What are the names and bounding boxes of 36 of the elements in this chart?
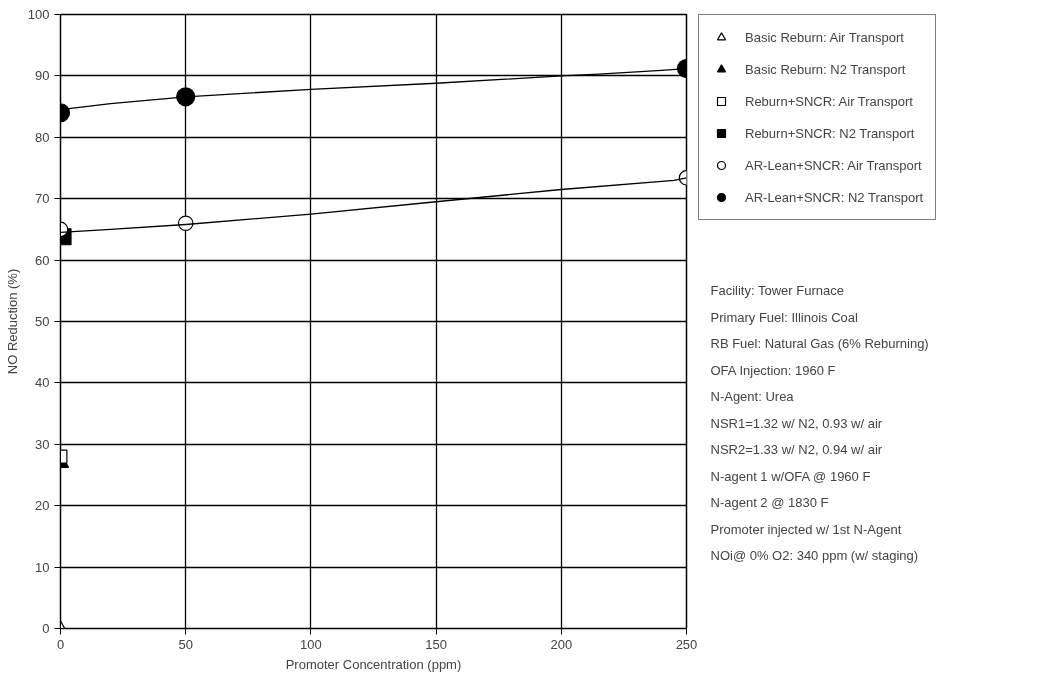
y-tick-label: 10 bbox=[35, 559, 50, 575]
y-tick-label: 20 bbox=[35, 498, 50, 514]
x-axis-title: Promoter Concentration (ppm) bbox=[285, 656, 462, 672]
x-tick-label: 200 bbox=[550, 636, 573, 652]
x-tick-label: 250 bbox=[675, 636, 698, 652]
y-tick-label: 100 bbox=[27, 7, 50, 22]
y-tick-label: 50 bbox=[35, 314, 50, 329]
text: Promoter injected w/ 1st N-Agent bbox=[710, 521, 902, 537]
x-tick-label: 50 bbox=[178, 636, 193, 652]
text: N-Agent: Urea bbox=[710, 389, 795, 404]
legend-label: Reburn+SNCR: Air Transport bbox=[745, 93, 913, 109]
y-tick-label: 70 bbox=[35, 191, 50, 207]
text: RB Fuel: Natural Gas (6% Reburning) bbox=[710, 336, 929, 351]
y-tick-label: 60 bbox=[35, 252, 50, 268]
text: NOi@ 0% O2: 340 ppm (w/ staging) bbox=[710, 548, 919, 563]
legend-label: Basic Reburn: N2 Transport bbox=[745, 61, 906, 77]
text: NSR1=1.32 w/ N2, 0.93 w/ air bbox=[710, 415, 883, 431]
text: Primary Fuel: Illinois Coal bbox=[710, 309, 858, 325]
text: N-agent 1 w/OFA @ 1960 F bbox=[710, 468, 871, 484]
y-tick-label: 80 bbox=[35, 129, 50, 145]
y-tick-label: 0 bbox=[42, 621, 50, 636]
text: OFA Injection: 1960 F bbox=[710, 362, 836, 378]
y-tick-label: 90 bbox=[35, 68, 50, 84]
legend-label: Basic Reburn: Air Transport bbox=[745, 29, 904, 45]
legend-label: Reburn+SNCR: N2 Transport bbox=[745, 125, 915, 141]
legend-label: AR-Lean+SNCR: Air Transport bbox=[745, 157, 922, 173]
legend-label: AR-Lean+SNCR: N2 Transport bbox=[745, 189, 924, 205]
y-tick-label: 40 bbox=[35, 375, 50, 391]
x-tick-label: 0 bbox=[56, 636, 65, 652]
y-axis-title: NO Reduction (%) bbox=[4, 268, 20, 375]
y-tick-label: 30 bbox=[35, 436, 50, 452]
x-tick-label: 100 bbox=[300, 636, 322, 652]
text: Facility: Tower Furnace bbox=[710, 283, 844, 298]
text: N-agent 2 @ 1830 F bbox=[710, 495, 829, 510]
x-tick-label: 150 bbox=[425, 636, 447, 652]
text: NSR2=1.33 w/ N2, 0.94 w/ air bbox=[710, 442, 883, 457]
